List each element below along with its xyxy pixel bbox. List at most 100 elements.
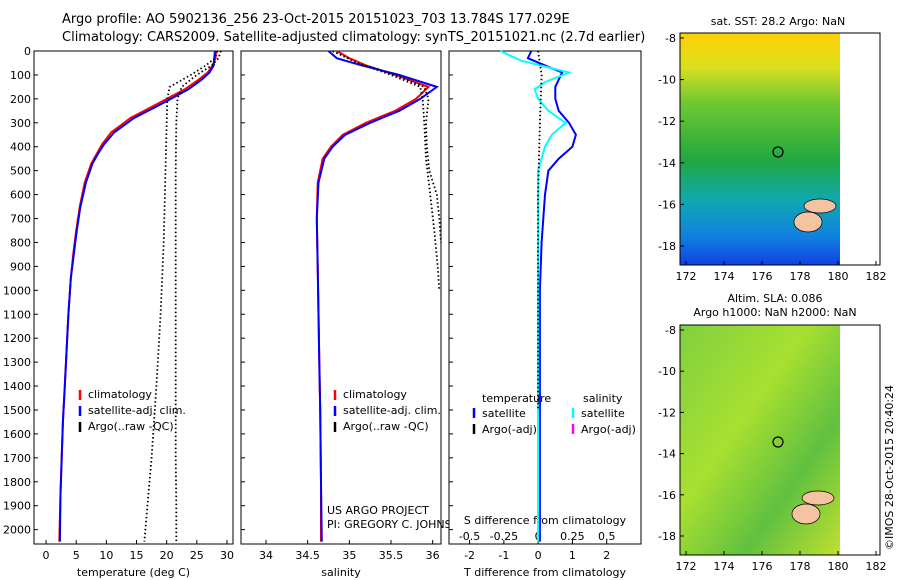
map-x-tick-label: 180 (828, 270, 849, 283)
map-y-tick-label: -14 (658, 157, 676, 170)
legend-entry: satellite-adj. clim. (343, 404, 441, 417)
map-y-tick-label: -8 (665, 324, 676, 337)
legend-entry: satellite-adj. clim. (88, 404, 186, 417)
legend-entry: Argo(-adj) (581, 423, 636, 436)
map-y-tick-label: -12 (658, 406, 676, 419)
x-tick-label: 25 (190, 549, 204, 562)
x-axis-label: temperature (deg C) (77, 566, 190, 579)
x-tick-label: 34 (259, 549, 273, 562)
map-x-tick-label: 176 (752, 270, 773, 283)
series-line-argo-raw-qc- (332, 50, 442, 243)
x-tick-label: 34.5 (295, 549, 320, 562)
y-tick-label: 700 (10, 213, 31, 226)
y-tick-label: 500 (10, 165, 31, 178)
x-tick-label: 5 (73, 549, 80, 562)
x-tick-label: 30 (220, 549, 234, 562)
sst-map-title: sat. SST: 28.2 Argo: NaN (711, 15, 845, 28)
y-tick-label: 1700 (3, 452, 31, 465)
series-line-satellite-adj-clim- (315, 50, 439, 542)
y-tick-label: 1400 (3, 380, 31, 393)
y-tick-label: 600 (10, 189, 31, 202)
pi-annotation: US ARGO PROJECT (327, 504, 429, 517)
legend-entry: satellite (581, 407, 625, 420)
map-x-tick-label: 182 (866, 270, 887, 283)
map-x-tick-label: 172 (676, 270, 697, 283)
x2-tick-label: -0.5 (459, 530, 480, 543)
map-x-tick-label: 174 (714, 560, 735, 573)
y-tick-label: 1100 (3, 308, 31, 321)
x-tick-label: 1 (569, 549, 576, 562)
sla-map: Altim. SLA: 0.086 Argo h1000: NaN h2000:… (658, 292, 886, 573)
sla-masked-area (840, 325, 880, 555)
map-x-tick-label: 176 (752, 560, 773, 573)
x2-tick-label: 0.5 (598, 530, 616, 543)
map-y-tick-label: -10 (658, 74, 676, 87)
sla-island-vanua-levu (801, 490, 835, 506)
y-tick-label: 1500 (3, 404, 31, 417)
map-y-tick-label: -12 (658, 115, 676, 128)
map-y-tick-label: -18 (658, 530, 676, 543)
sst-island-viti-levu (793, 211, 823, 233)
y-tick-label: 400 (10, 141, 31, 154)
y-tick-label: 1900 (3, 500, 31, 513)
y-tick-label: 1800 (3, 476, 31, 489)
plot-frame (448, 50, 642, 545)
x-tick-label: 0 (43, 549, 50, 562)
legend-salinity-title: salinity (583, 392, 623, 405)
x-tick-label: 20 (160, 549, 174, 562)
legend-entry: satellite (482, 407, 526, 420)
legend-entry: Argo(-adj) (482, 423, 537, 436)
sla-axis-ticks: -8 -10 -12 -14 -16 -18 172 174 176 178 180 182 (658, 324, 886, 573)
map-y-tick-label: -16 (658, 489, 676, 502)
y-tick-label: 1600 (3, 428, 31, 441)
plot-frame (240, 50, 442, 545)
x-tick-label: 15 (130, 549, 144, 562)
sst-island-vanua-levu (803, 198, 837, 214)
y-tick-label: 300 (10, 117, 31, 130)
x-axis-label: T difference from climatology (463, 566, 626, 579)
sla-map-title-line-2: Argo h1000: NaN h2000: NaN (693, 306, 856, 319)
x2-tick-label: -0.25 (490, 530, 518, 543)
figure-title-line-2: Climatology: CARS2009. Satellite-adjuste… (62, 30, 646, 45)
figure-title-line-1: Argo profile: AO 5902136_256 23-Oct-2015… (62, 12, 570, 27)
y-tick-label: 2000 (3, 524, 31, 537)
legend-entry: Argo(..raw -QC) (343, 420, 429, 433)
sst-argo-location-marker (772, 146, 784, 158)
map-y-tick-label: -14 (658, 448, 676, 461)
map-x-tick-label: 178 (790, 270, 811, 283)
x-tick-label: -2 (464, 549, 475, 562)
map-y-tick-label: -16 (658, 198, 676, 211)
sst-axis-ticks: -8 -10 -12 -14 -16 -18 172 174 176 178 180 182 (658, 32, 886, 283)
sla-argo-location-marker (772, 436, 784, 448)
y-tick-label: 0 (24, 45, 31, 58)
y-tick-label: 100 (10, 69, 31, 82)
map-x-tick-label: 178 (790, 560, 811, 573)
y-tick-label: 1000 (3, 284, 31, 297)
y-tick-label: 200 (10, 93, 31, 106)
x2-tick-label: 0.25 (560, 530, 585, 543)
series-line-argo-adj- (537, 50, 543, 410)
sst-masked-area (840, 33, 880, 265)
map-x-tick-label: 180 (828, 560, 849, 573)
map-x-tick-label: 172 (676, 560, 697, 573)
sla-island-viti-levu (791, 503, 821, 525)
x-tick-label: 2 (603, 549, 610, 562)
legend-entry: climatology (343, 388, 407, 401)
x-tick-label: 0 (535, 549, 542, 562)
series-line-satellite (499, 50, 573, 542)
pi-annotation: PI: GREGORY C. JOHNSON (327, 518, 468, 531)
x-tick-label: 36 (426, 549, 440, 562)
salinity-panel: 34 34.5 35 35.5 36 salinity climatology satelli… (240, 50, 468, 579)
x-tick-label: -1 (498, 549, 509, 562)
map-x-tick-label: 182 (866, 560, 887, 573)
y-tick-label: 900 (10, 260, 31, 273)
y-tick-label: 1300 (3, 356, 31, 369)
x-axis-label: salinity (321, 566, 361, 579)
y-tick-label: 1200 (3, 332, 31, 345)
sst-map: sat. SST: 28.2 Argo: NaN -8-10-12-14-16-… (658, 15, 886, 283)
legend-temperature-title: temperature (482, 392, 551, 405)
y-tick-label: 800 (10, 236, 31, 249)
series-line-argo-raw-qc- (143, 50, 219, 542)
map-y-tick-label: -18 (658, 240, 676, 253)
